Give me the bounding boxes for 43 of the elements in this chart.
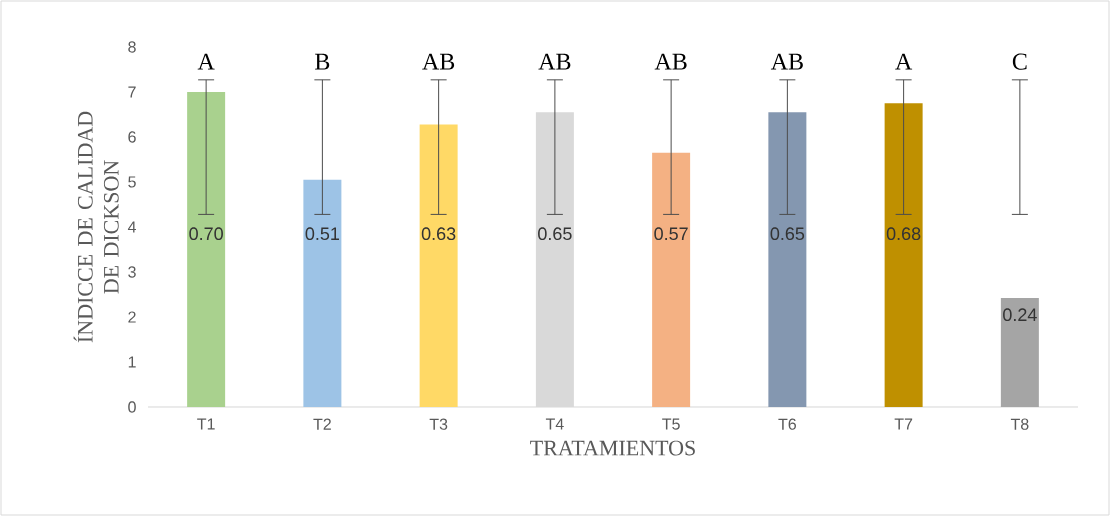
x-tick-label: T4 bbox=[545, 418, 564, 430]
annotation: AB bbox=[538, 53, 571, 70]
x-tick-label: T7 bbox=[894, 418, 913, 430]
y-tick-label: 8 bbox=[128, 41, 136, 53]
annotation: B bbox=[315, 53, 330, 70]
y-axis-title: ÍNDICCE DE CALIDAD DE DICKSON bbox=[73, 111, 119, 343]
y-tick-label: 5 bbox=[128, 176, 136, 188]
bar bbox=[1000, 298, 1039, 407]
y-tick-label: 0 bbox=[128, 401, 136, 413]
y-tick-label: 4 bbox=[127, 221, 136, 233]
bar bbox=[187, 91, 226, 407]
annotation: 0.63 bbox=[421, 227, 456, 241]
x-tick-label: T6 bbox=[778, 418, 796, 430]
bar bbox=[652, 152, 691, 407]
annotation: 0.51 bbox=[305, 227, 340, 241]
y-tick-label: 2 bbox=[128, 311, 136, 323]
bar bbox=[768, 112, 807, 407]
y-tick-label: 7 bbox=[128, 86, 136, 98]
annotation: 0.68 bbox=[886, 227, 921, 241]
annotation: C bbox=[1012, 53, 1027, 70]
annotation: A bbox=[197, 53, 215, 70]
bar bbox=[884, 103, 923, 407]
annotation: AB bbox=[422, 53, 455, 70]
x-tick-label: T2 bbox=[313, 418, 331, 430]
x-tick-label: T8 bbox=[1010, 418, 1029, 430]
annotation: A bbox=[895, 53, 913, 70]
x-axis-title: TRATAMIENTOS bbox=[530, 440, 695, 456]
y-tick-label: 6 bbox=[128, 131, 136, 143]
annotation: 0.70 bbox=[189, 227, 223, 241]
x-tick-label: T3 bbox=[429, 418, 448, 430]
y-tick-label: 3 bbox=[128, 266, 136, 278]
x-tick-label: T5 bbox=[662, 418, 680, 430]
bar bbox=[535, 112, 574, 407]
annotation: AB bbox=[654, 53, 687, 70]
annotation: 0.65 bbox=[770, 227, 805, 241]
bar bbox=[419, 124, 458, 407]
annotation: 0.57 bbox=[654, 227, 688, 241]
annotation: AB bbox=[770, 53, 803, 70]
bar bbox=[303, 179, 342, 407]
y-tick-label: 1 bbox=[128, 356, 136, 368]
x-tick-label: T1 bbox=[197, 418, 215, 430]
annotation: 0.24 bbox=[1003, 308, 1037, 322]
annotation: 0.65 bbox=[538, 227, 572, 241]
